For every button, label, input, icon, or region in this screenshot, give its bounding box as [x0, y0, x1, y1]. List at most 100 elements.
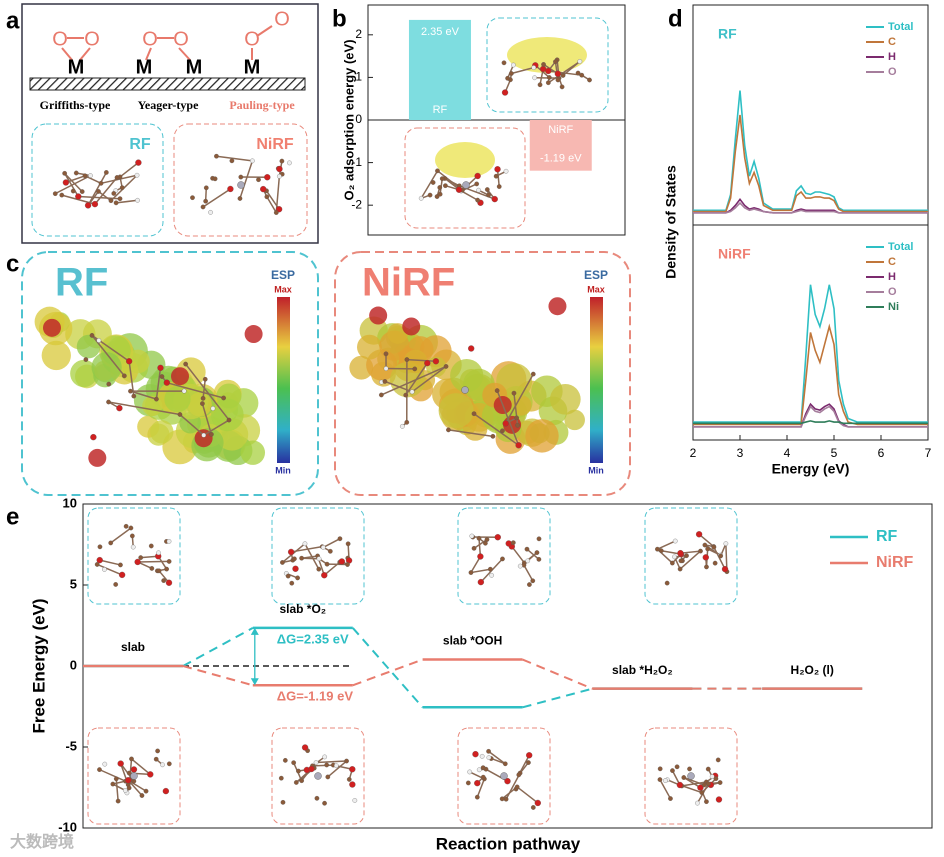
type-label: Griffiths-type [40, 98, 111, 112]
atom [208, 210, 213, 215]
legend-label: Ni [888, 301, 899, 313]
atom [400, 423, 405, 429]
esp-surface [91, 352, 122, 383]
atom [98, 180, 104, 186]
esp-surface [76, 334, 101, 359]
atom [723, 541, 729, 546]
atom [134, 558, 141, 566]
atom [129, 756, 134, 762]
bond [657, 540, 676, 550]
bond [179, 413, 205, 436]
bond [516, 786, 539, 804]
legend-label: RF [876, 528, 898, 545]
atom [702, 542, 708, 548]
atom [287, 160, 292, 166]
category-label: RF [433, 104, 448, 116]
esp-surface [419, 335, 452, 368]
atom [106, 399, 111, 405]
atom [89, 333, 95, 338]
atom [382, 379, 388, 384]
atom [715, 757, 721, 763]
thumb-box [644, 507, 738, 605]
connector [182, 627, 254, 667]
atom [530, 578, 536, 584]
atom [695, 800, 700, 806]
bond [505, 772, 521, 800]
atom [102, 567, 107, 572]
bond [166, 381, 224, 399]
atom [709, 774, 715, 779]
inset-box [486, 17, 609, 113]
atom [476, 187, 481, 193]
esp-hotspot [42, 318, 61, 337]
atom [121, 373, 127, 379]
atom [299, 555, 304, 561]
atom [338, 558, 345, 565]
atom [435, 168, 440, 174]
atom [82, 173, 88, 179]
y-tick-label: -5 [65, 738, 77, 753]
atom [143, 788, 149, 794]
y-tick-label: 5 [70, 576, 77, 591]
bond [116, 199, 138, 204]
colorbar [277, 297, 290, 463]
atom [113, 582, 119, 587]
connector [182, 665, 254, 687]
bond [100, 174, 138, 185]
y-axis-label: Density of States [663, 165, 679, 279]
atom [202, 376, 208, 382]
atom [432, 358, 440, 365]
atom [517, 563, 523, 569]
atom [509, 71, 514, 76]
atom [83, 357, 89, 362]
bond [316, 760, 347, 764]
atom [486, 748, 491, 754]
esp-hotspot [402, 317, 421, 336]
atom [479, 753, 485, 759]
y-tick-label: -1 [351, 155, 362, 169]
atom [181, 388, 187, 394]
esp-surface [164, 386, 191, 413]
atom [674, 764, 680, 770]
atom [677, 566, 683, 572]
atom [474, 779, 481, 787]
atom [166, 539, 172, 544]
atom [532, 75, 537, 81]
atom [165, 579, 173, 586]
atom [430, 180, 436, 185]
atom [684, 553, 689, 559]
atom [465, 780, 471, 786]
atom [501, 60, 507, 66]
atom [344, 758, 349, 764]
bond [275, 176, 281, 213]
atom [503, 168, 509, 174]
atom [476, 767, 482, 773]
atom [404, 357, 410, 362]
atom [209, 431, 214, 437]
atom [130, 544, 136, 550]
atom [712, 560, 718, 566]
bond [322, 538, 341, 549]
atom [437, 191, 443, 197]
atom [511, 62, 516, 68]
atom [672, 538, 678, 544]
atom [489, 572, 494, 578]
atom [676, 781, 684, 789]
atom [575, 70, 581, 76]
esp-surface [142, 395, 163, 417]
atom [418, 195, 424, 201]
atom [322, 754, 327, 760]
bond [202, 379, 206, 399]
atom [200, 401, 205, 406]
atom [471, 545, 477, 551]
legend-label: H [888, 271, 896, 283]
atom [97, 767, 102, 772]
inset-label: NiRF [362, 261, 455, 305]
atom [500, 556, 505, 562]
atom [487, 566, 493, 572]
atom-ni [461, 386, 469, 394]
atom [308, 765, 315, 773]
atom [404, 419, 410, 425]
atom [530, 805, 536, 810]
value-label: 2.35 eV [421, 26, 460, 38]
